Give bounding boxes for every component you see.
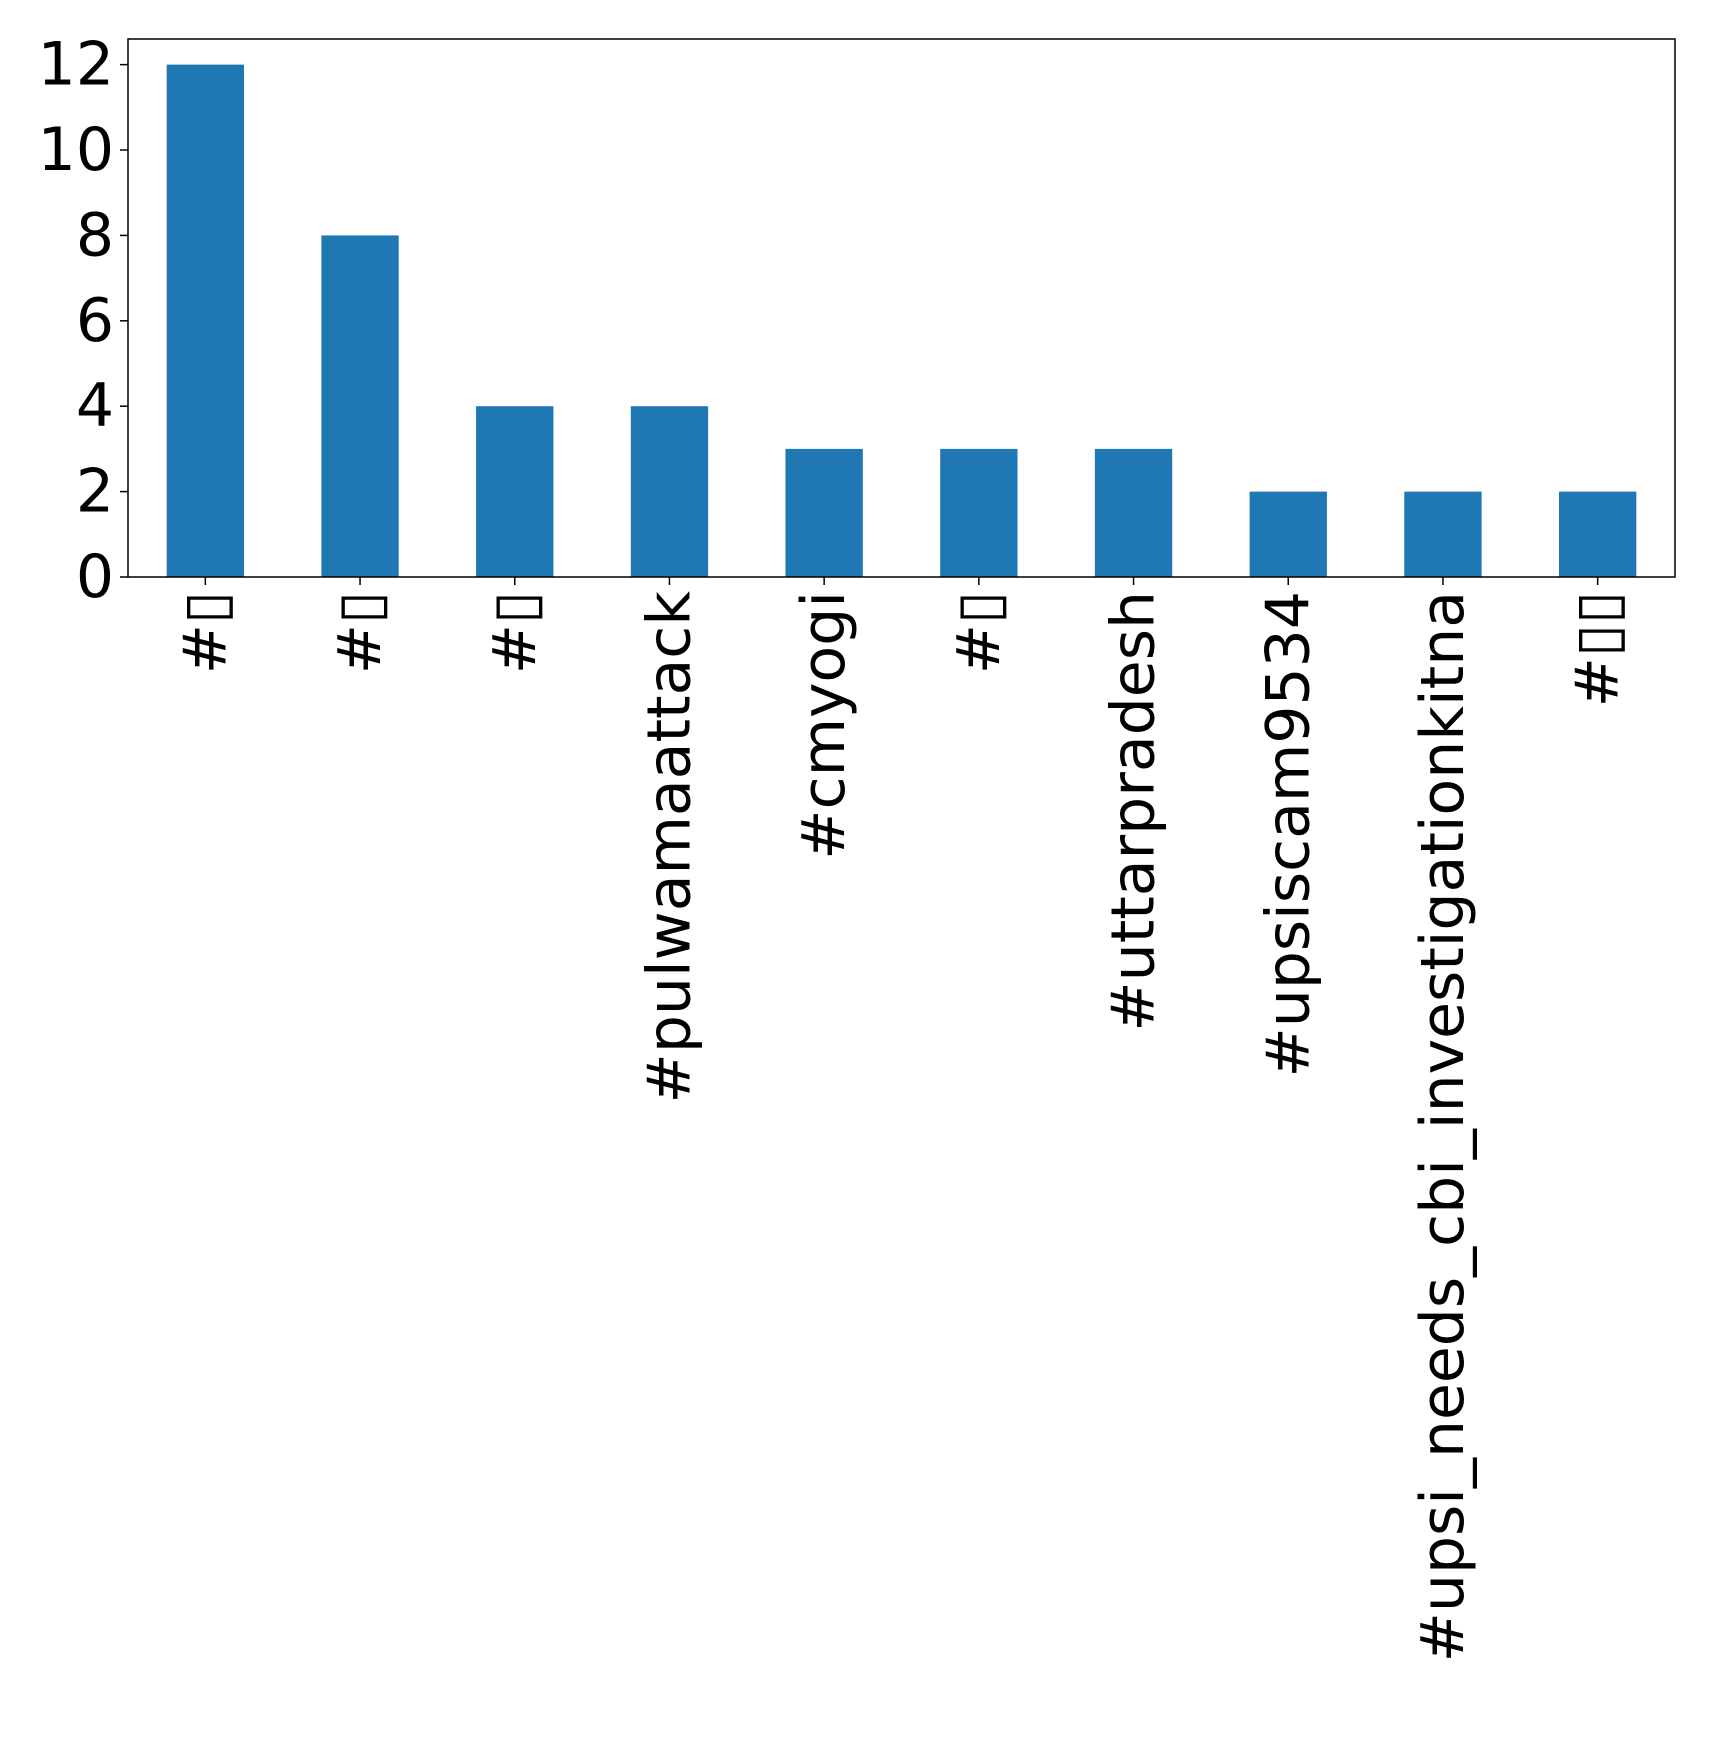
y-tick-label: 0 (76, 542, 114, 612)
bar (630, 406, 709, 577)
y-axis: 0 2 4 6 8 10 12 (38, 30, 128, 612)
x-tick-label: #upsiscam9534 (1253, 591, 1323, 1077)
bar (940, 448, 1018, 577)
y-tick-label: 10 (38, 115, 114, 185)
x-tick-label: #▯ (480, 591, 550, 674)
y-tick-label: 12 (38, 30, 114, 100)
y-tick-label: 4 (76, 371, 114, 441)
x-tick-label: #uttarpradesh (1099, 591, 1169, 1032)
bar (1404, 491, 1482, 577)
plot-frame (127, 38, 1676, 578)
bar (166, 64, 245, 578)
bar (1558, 491, 1637, 577)
x-tick-label: #▯ (170, 591, 240, 674)
y-tick-label: 8 (76, 200, 114, 270)
x-axis: #▯ #▯ #▯ #pulwamaattack #cmyogi #▯ #uttarprade… (170, 577, 1633, 1662)
x-tick-label: #▯▯ (1563, 591, 1633, 707)
x-tick-label: #upsi_needs_cbi_investigationkitna (1408, 591, 1478, 1662)
bar (476, 406, 554, 577)
y-tick-label: 2 (76, 457, 114, 527)
y-tick-label: 6 (76, 286, 114, 356)
bar (321, 235, 399, 577)
x-tick-label: #cmyogi (789, 591, 859, 860)
bar (1094, 448, 1173, 577)
bar (1249, 491, 1327, 577)
bars-group (166, 64, 1637, 578)
bar (785, 448, 863, 577)
x-tick-label: #▯ (944, 591, 1014, 674)
x-tick-label: #pulwamaattack (634, 591, 704, 1104)
x-tick-label: #▯ (325, 591, 395, 674)
